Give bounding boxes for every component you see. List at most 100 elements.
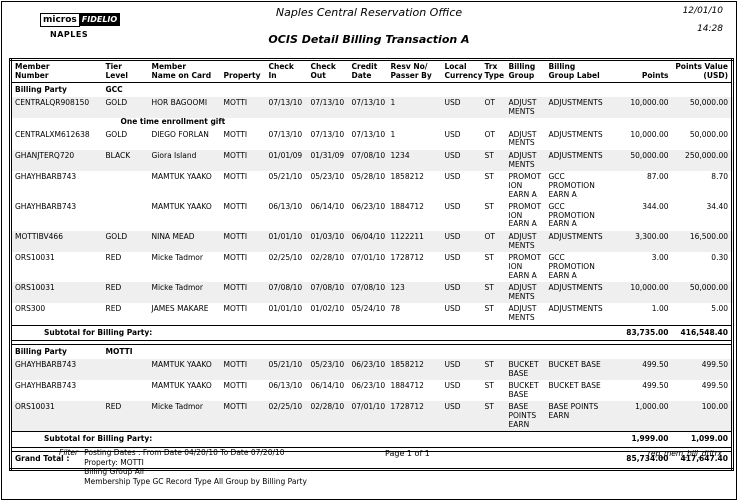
cell-credit-date: 07/13/10: [348, 96, 388, 119]
col-billing-group: Billing Group: [505, 59, 546, 84]
cell-trx-type: ST: [484, 202, 494, 212]
cell-local-currency: USD: [441, 358, 482, 381]
cell-billing-group: ADJUST MENTS: [505, 282, 546, 304]
cell-check-in: 07/13/10: [265, 96, 308, 119]
table-body: Billing Party GCC CENTRALQR908150 GOLD HOR B…: [10, 83, 733, 470]
report-id: rep_mem_bill_dtltrx: [647, 449, 722, 458]
cell-tier-level: [103, 171, 149, 201]
cell-credit-date: 06/04/10: [348, 231, 388, 253]
cell-billing-group-label: ADJUSTMENTS: [545, 231, 616, 253]
cell-billing-group: PROMOT ION EARN A: [508, 172, 542, 199]
col-tier-level: Tier Level: [102, 59, 149, 84]
note-filler: [308, 118, 733, 129]
cell-billing-group: ADJUST MENTS: [508, 129, 537, 148]
billing-party-row: Billing Party MOTTI: [11, 345, 733, 359]
table-row: GHAYHBARB743 MAMTUK YAAKO MOTTI 06/13/10 06/…: [11, 380, 733, 401]
cell-tier-level: RED: [102, 282, 149, 304]
col-property: Property: [220, 59, 266, 84]
cell-credit-date: 05/28/10: [351, 172, 386, 182]
cell-local-currency: USD: [444, 304, 461, 314]
table-row: CENTRALQR908150 GOLD HOR BAGOOMI MOTTI 07/13…: [10, 96, 733, 119]
cell-credit-date: 07/01/10: [348, 401, 388, 432]
subtotal-label: Subtotal for Billing Party:: [10, 324, 616, 342]
cell-points-value: 34.40: [706, 202, 728, 212]
logo-fidelio-text: FIDELIO: [78, 13, 121, 26]
cell-billing-group-label: ADJUSTMENTS: [545, 282, 616, 304]
cell-check-out: 01/31/09: [307, 150, 349, 172]
cell-member-number: GHAYHBARB743: [15, 172, 77, 182]
col-trx-type: Trx Type: [481, 59, 506, 84]
billing-party-value: GCC: [105, 85, 123, 95]
cell-points-value: 499.50: [671, 358, 733, 381]
cell-trx-type: ST: [481, 401, 506, 432]
cell-points-value: 100.00: [671, 401, 733, 432]
cell-local-currency: USD: [444, 253, 461, 263]
table-row: CENTRALXM612638 GOLD DIEGO FORLAN MOTTI 07/1…: [11, 129, 733, 150]
table-row: ORS10031 RED Micke Tadmor MOTTI 02/25/10 02/2…: [10, 401, 733, 432]
cell-trx-type: ST: [484, 381, 494, 391]
cell-billing-group: ADJUST MENTS: [508, 304, 537, 322]
cell-tier-level: [103, 201, 149, 231]
cell-billing-group: PROMOT ION EARN A: [508, 253, 542, 280]
cell-resv-no: 1: [387, 96, 442, 119]
col-points-value: Points Value (USD): [671, 59, 733, 84]
cell-member-name: Micke Tadmor: [148, 401, 221, 432]
col-local-currency: Local Currency: [441, 59, 483, 84]
cell-trx-type: ST: [484, 253, 494, 263]
cell-billing-group-label: GCC PROMOTION EARN A: [548, 172, 595, 199]
cell-property: MOTTI: [220, 401, 266, 432]
subtotal-points-value: 1,099.00: [671, 431, 733, 448]
cell-member-number: ORS10031: [10, 282, 103, 304]
cell-local-currency: USD: [444, 129, 461, 139]
cell-points: 87.00: [647, 172, 669, 182]
cell-points: 10,000.00: [615, 282, 672, 304]
table-row: GHAYHBARB743 MAMTUK YAAKO MOTTI 06/13/10 06/…: [11, 201, 733, 231]
cell-credit-date: 07/08/10: [348, 282, 388, 304]
cell-local-currency: USD: [441, 401, 482, 432]
cell-billing-group: ADJUST MENTS: [505, 150, 546, 172]
cell-points: 1,000.00: [615, 401, 672, 432]
subtotal-row: Subtotal for Billing Party: 1,999.00 1,099…: [10, 431, 733, 448]
cell-member-number: GHAYHBARB743: [15, 202, 77, 212]
cell-credit-date: 05/24/10: [351, 304, 386, 314]
cell-property: MOTTI: [223, 202, 248, 212]
cell-points-value: 0.30: [711, 253, 728, 263]
cell-check-out: 02/28/10: [310, 253, 345, 263]
cell-points-value: 499.50: [701, 381, 728, 391]
cell-billing-group-label: GCC PROMOTION EARN A: [548, 202, 595, 229]
filter-property: Property: MOTTI: [84, 457, 144, 467]
billing-party-value: MOTTI: [105, 347, 133, 357]
cell-billing-group: ADJUST MENTS: [505, 96, 546, 119]
cell-trx-type: ST: [481, 282, 506, 304]
cell-member-name: Giora Island: [148, 150, 221, 172]
cell-credit-date: 07/13/10: [351, 129, 386, 139]
table-row: GHANJTERQ720 BLACK Giora Island MOTTI 01/01/…: [10, 150, 733, 172]
cell-billing-group-label: ADJUSTMENTS: [545, 150, 616, 172]
cell-member-name: HOR BAGOOMI: [148, 96, 221, 119]
cell-points-value: 50,000.00: [671, 96, 733, 119]
cell-billing-group-label: BASE POINTS EARN: [545, 401, 616, 432]
filter-billing-group: Billing Group All: [84, 467, 145, 476]
cell-points-value: 50,000.00: [689, 129, 728, 139]
cell-billing-group: BUCKET BASE: [505, 358, 546, 381]
cell-resv-no: 1728712: [387, 401, 442, 432]
cell-check-in: 07/13/10: [268, 129, 303, 139]
cell-trx-type: ST: [481, 358, 506, 381]
cell-tier-level: GOLD: [102, 96, 149, 119]
cell-property: MOTTI: [220, 96, 266, 119]
table-row: MOTTIBV466 GOLD NINA MEAD MOTTI 01/01/10 01/0…: [10, 231, 733, 253]
cell-check-out: 01/02/10: [310, 304, 345, 314]
report-time: 14:28: [697, 24, 723, 34]
cell-billing-group-label: BUCKET BASE: [548, 381, 601, 391]
cell-tier-level: GOLD: [105, 129, 128, 139]
row-note: One time enrollment gift: [120, 117, 226, 127]
cell-local-currency: USD: [441, 231, 482, 253]
billing-party-label: Billing Party: [15, 347, 67, 357]
cell-resv-no: 1884712: [390, 381, 424, 391]
cell-billing-group-label: GCC PROMOTION EARN A: [548, 253, 595, 280]
cell-points: 10,000.00: [630, 129, 669, 139]
cell-local-currency: USD: [444, 381, 461, 391]
filter-summary: Filter Posting Dates : From Date 04/20/1…: [59, 448, 307, 486]
cell-property: MOTTI: [223, 253, 248, 263]
